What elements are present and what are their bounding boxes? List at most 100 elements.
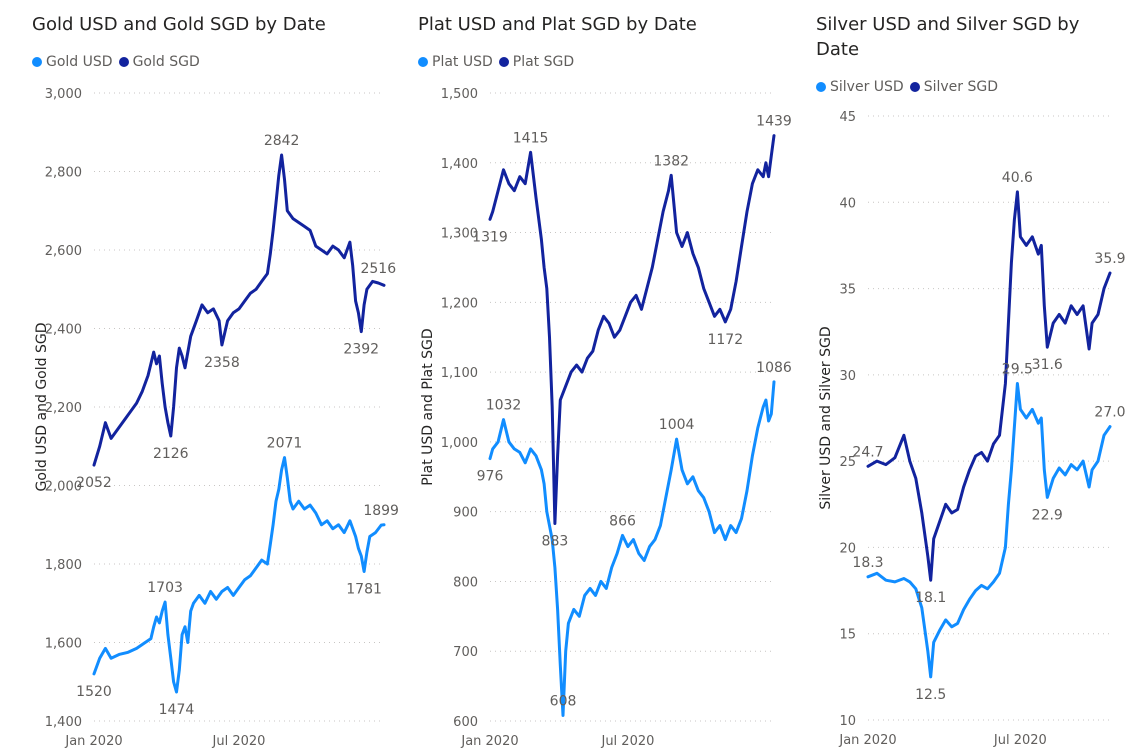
gold-plot[interactable]: 1,400 1,600 1,800 2,000 2,200 2,400 2,600 2,800… (32, 0, 402, 751)
chart-title: Gold USD and Gold SGD by Date (32, 14, 326, 35)
y-tick-label: 2,000 (45, 480, 82, 495)
y-tick-label: 1,600 (45, 637, 82, 652)
data-label: 12.5 (915, 687, 946, 703)
legend-item-gold-usd[interactable]: Gold USD (32, 54, 113, 70)
legend-item-plat-sgd[interactable]: Plat SGD (498, 54, 575, 70)
silver-chart-panel: Silver USD and Silver SGD by Date Silver… (816, 0, 1126, 751)
y-tick-label: 15 (839, 628, 856, 643)
y-tick-label: 20 (839, 541, 856, 556)
y-tick-label: 2,200 (45, 401, 82, 416)
chart-title: Plat USD and Plat SGD by Date (418, 14, 697, 35)
data-label: 1319 (472, 229, 508, 245)
series-line-silver-sgd (866, 190, 1112, 582)
series-line-gold-usd (92, 456, 386, 694)
y-axis-title: Gold USD and Gold SGD (34, 323, 50, 492)
y-tick-label: 800 (453, 575, 478, 590)
y-tick-label: 3,000 (45, 87, 82, 102)
data-label: 29.5 (1002, 361, 1033, 377)
data-label: 27.0 (1094, 405, 1125, 421)
legend-label: Gold SGD (132, 54, 200, 70)
legend-marker-icon (418, 57, 428, 67)
y-axis-title: Silver USD and Silver SGD (818, 326, 834, 509)
data-label: 1781 (346, 581, 382, 597)
data-label: 1439 (756, 114, 792, 130)
y-tick-label: 700 (453, 645, 478, 660)
data-label: 18.1 (915, 590, 946, 606)
data-label: 2842 (264, 133, 300, 149)
x-tick-label: Jan 2020 (838, 733, 896, 748)
y-tick-label: 30 (839, 369, 856, 384)
y-tick-label: 1,000 (441, 436, 478, 451)
legend-item-plat-usd[interactable]: Plat USD (418, 54, 493, 70)
legend-marker-icon (32, 57, 42, 67)
chart-legend: Plat USD Plat SGD (418, 54, 580, 70)
legend-marker-icon (816, 82, 826, 92)
data-label: 1172 (707, 332, 743, 348)
y-tick-label: 1,400 (45, 715, 82, 730)
data-label: 1032 (486, 398, 522, 414)
y-axis-title: Plat USD and Plat SGD (420, 328, 436, 485)
data-label: 2392 (343, 342, 379, 358)
data-label: 1703 (147, 580, 183, 596)
y-tick-label: 45 (839, 110, 856, 125)
data-label: 18.3 (852, 555, 883, 571)
y-tick-label: 2,600 (45, 244, 82, 259)
x-tick-label: Jul 2020 (993, 733, 1047, 748)
y-tick-label: 600 (453, 715, 478, 730)
legend-label: Gold USD (46, 54, 113, 70)
data-label: 866 (609, 513, 636, 529)
legend-item-silver-sgd[interactable]: Silver SGD (909, 79, 998, 95)
data-label: 2516 (360, 261, 396, 277)
data-label: 2126 (153, 446, 189, 462)
y-tick-label: 1,500 (441, 87, 478, 102)
chart-legend: Gold USD Gold SGD (32, 54, 206, 70)
legend-label: Silver SGD (923, 79, 998, 95)
legend-item-silver-usd[interactable]: Silver USD (816, 79, 904, 95)
y-tick-label: 2,400 (45, 323, 82, 338)
y-tick-label: 1,800 (45, 558, 82, 573)
data-label: 1415 (513, 130, 549, 146)
plat-plot[interactable]: 600 700 800 900 1,000 1,100 1,200 1,300 1,400 1,5… (418, 0, 798, 751)
y-tick-label: 1,400 (441, 157, 478, 172)
legend-item-gold-sgd[interactable]: Gold SGD (118, 54, 200, 70)
y-tick-label: 900 (453, 506, 478, 521)
data-label: 1004 (659, 417, 695, 433)
legend-marker-icon (909, 82, 920, 92)
series-line-silver-usd (866, 382, 1112, 679)
y-tick-label: 10 (839, 714, 856, 729)
data-label: 1086 (756, 360, 792, 376)
legend-label: Plat SGD (512, 54, 575, 70)
data-label: 1899 (363, 503, 399, 519)
data-label: 2052 (76, 475, 112, 491)
legend-label: Silver USD (830, 79, 904, 95)
legend-label: Plat USD (432, 54, 493, 70)
legend-marker-icon (498, 57, 509, 67)
data-label: 2358 (204, 355, 240, 371)
y-tick-label: 2,800 (45, 166, 82, 181)
chart-title: Silver USD and Silver SGD by Date (816, 14, 1080, 60)
gold-chart-panel: Gold USD and Gold SGD by Date Gold USD G… (32, 0, 402, 751)
x-tick-label: Jan 2020 (460, 734, 518, 749)
data-label: 2071 (267, 436, 303, 452)
y-tick-label: 25 (839, 455, 856, 470)
y-tick-label: 35 (839, 283, 856, 298)
x-tick-label: Jan 2020 (64, 734, 122, 749)
legend-marker-icon (118, 57, 129, 67)
chart-legend: Silver USD Silver SGD (816, 79, 1004, 95)
data-label: 883 (542, 534, 569, 550)
data-label: 35.9 (1094, 251, 1125, 267)
series-line-gold-sgd (92, 153, 386, 467)
y-tick-label: 1,300 (441, 227, 478, 242)
plat-chart-panel: Plat USD and Plat SGD by Date Plat USD P… (418, 0, 798, 751)
x-tick-label: Jul 2020 (600, 734, 654, 749)
data-label: 1474 (159, 702, 195, 718)
y-tick-label: 1,200 (441, 296, 478, 311)
data-label: 31.6 (1032, 357, 1063, 373)
data-label: 1382 (653, 153, 689, 169)
data-label: 608 (550, 693, 577, 709)
x-tick-label: Jul 2020 (212, 734, 266, 749)
data-label: 24.7 (852, 444, 883, 460)
data-label: 1520 (76, 684, 112, 700)
series-line-plat-sgd (488, 134, 776, 525)
